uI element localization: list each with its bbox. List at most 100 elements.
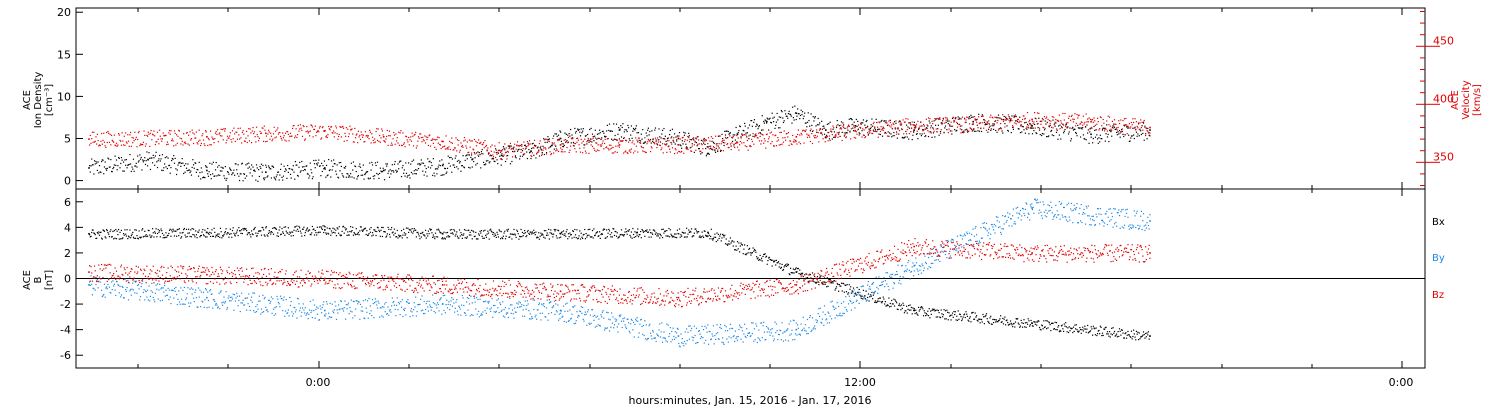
by-series-dot (248, 293, 249, 294)
by-series-dot (126, 291, 127, 292)
bx-series-dot (1047, 320, 1048, 321)
velocity-series-dot (111, 135, 112, 136)
bx-series-dot (372, 232, 373, 233)
bx-series-dot (1011, 323, 1012, 324)
density-series-dot (554, 149, 555, 150)
density-series-dot (795, 112, 796, 113)
density-series-dot (926, 128, 927, 129)
by-series-dot (165, 290, 166, 291)
velocity-series-dot (1149, 133, 1150, 134)
bx-series-dot (969, 318, 970, 319)
bx-series-dot (480, 232, 481, 233)
bx-series-dot (733, 241, 734, 242)
bx-series-dot (505, 238, 506, 239)
density-series-dot (873, 130, 874, 131)
density-series-dot (882, 136, 883, 137)
velocity-series-dot (471, 153, 472, 154)
velocity-series-dot (161, 141, 162, 142)
bx-series-dot (1052, 323, 1053, 324)
bx-series-dot (938, 310, 939, 311)
velocity-series-dot (903, 133, 904, 134)
velocity-series-dot (884, 132, 885, 133)
density-series-dot (496, 152, 497, 153)
by-series-dot (103, 294, 104, 295)
density-series-dot (779, 116, 780, 117)
velocity-series-dot (438, 137, 439, 138)
velocity-series-dot (1074, 119, 1075, 120)
bx-series-dot (676, 237, 677, 238)
velocity-series-dot (184, 141, 185, 142)
by-series-dot (223, 302, 224, 303)
by-series-dot (165, 295, 166, 296)
bx-series-dot (783, 269, 784, 270)
bx-series-dot (233, 227, 234, 228)
velocity-series-dot (934, 131, 935, 132)
density-series-dot (268, 165, 269, 166)
bx-series-dot (453, 229, 454, 230)
density-series-dot (383, 168, 384, 169)
bx-series-dot (911, 307, 912, 308)
bx-series-dot (204, 235, 205, 236)
velocity-series-dot (314, 129, 315, 130)
bx-series-dot (290, 232, 291, 233)
velocity-series-dot (495, 157, 496, 158)
velocity-series-dot (398, 132, 399, 133)
density-series-dot (462, 165, 463, 166)
density-series-dot (140, 159, 141, 160)
velocity-series-dot (632, 142, 633, 143)
bx-series-dot (124, 234, 125, 235)
density-series-dot (797, 108, 798, 109)
bx-series-dot (800, 274, 801, 275)
bx-series-dot (915, 310, 916, 311)
velocity-series-dot (900, 122, 901, 123)
velocity-series-dot (951, 122, 952, 123)
density-series-dot (265, 165, 266, 166)
bx-series-dot (690, 231, 691, 232)
bx-series-dot (900, 305, 901, 306)
bx-series-dot (487, 231, 488, 232)
velocity-series-dot (516, 149, 517, 150)
by-series-dot (299, 310, 300, 311)
velocity-series-dot (936, 128, 937, 129)
bx-series-dot (165, 232, 166, 233)
density-series-dot (591, 141, 592, 142)
by-series-dot (95, 289, 96, 290)
bx-series-dot (899, 303, 900, 304)
bx-series-dot (652, 234, 653, 235)
bx-series-dot (750, 254, 751, 255)
bx-series-dot (1076, 324, 1077, 325)
density-series-dot (257, 167, 258, 168)
velocity-series-dot (717, 149, 718, 150)
density-series-dot (690, 139, 691, 140)
density-series-dot (608, 130, 609, 131)
velocity-series-dot (561, 151, 562, 152)
density-series-dot (1098, 137, 1099, 138)
density-series-dot (499, 156, 500, 157)
bx-series-dot (139, 230, 140, 231)
bx-series-dot (1004, 316, 1005, 317)
bx-series-dot (651, 236, 652, 237)
velocity-series-dot (233, 138, 234, 139)
bx-series-dot (1066, 326, 1067, 327)
density-series-dot (954, 129, 955, 130)
density-series-dot (661, 133, 662, 134)
by-series-dot (242, 300, 243, 301)
velocity-series-dot (932, 123, 933, 124)
velocity-series-dot (434, 147, 435, 148)
bx-series-dot (554, 230, 555, 231)
by-series-dot (153, 297, 154, 298)
velocity-series-dot (615, 151, 616, 152)
density-series-dot (1051, 130, 1052, 131)
density-series-dot (791, 122, 792, 123)
density-series-dot (448, 156, 449, 157)
velocity-series-dot (162, 138, 163, 139)
velocity-series-dot (893, 123, 894, 124)
density-series-dot (346, 177, 347, 178)
density-series-dot (1140, 130, 1141, 131)
density-series-dot (537, 146, 538, 147)
velocity-series-dot (424, 135, 425, 136)
velocity-series-dot (1069, 116, 1070, 117)
density-series-dot (1105, 133, 1106, 134)
bx-series-dot (917, 315, 918, 316)
bx-series-dot (671, 235, 672, 236)
